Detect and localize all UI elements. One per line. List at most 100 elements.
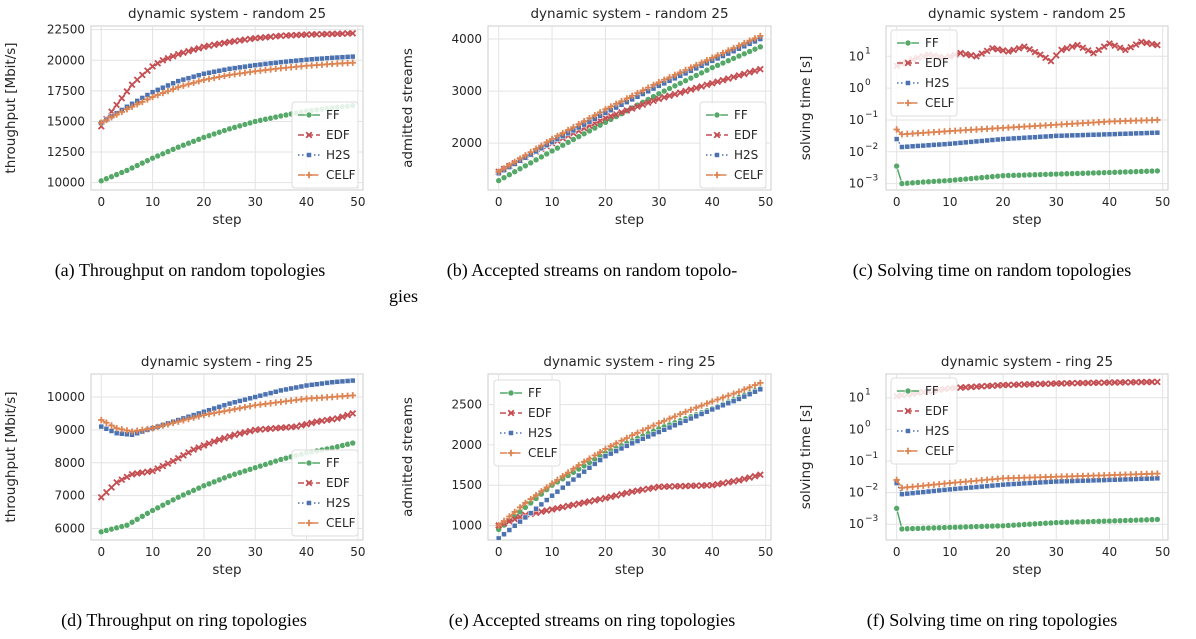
data-point (580, 130, 588, 138)
data-point (655, 419, 663, 427)
data-point (97, 493, 105, 501)
data-point (226, 433, 234, 440)
data-point (967, 51, 975, 59)
data-point (634, 89, 641, 97)
data-point (1064, 132, 1070, 139)
data-point (205, 42, 213, 50)
data-point (108, 483, 115, 491)
data-point (607, 493, 615, 501)
legend-marker (713, 131, 721, 139)
data-point (1000, 136, 1006, 142)
figure-caption: (c) Solving time on random topologies (853, 260, 1131, 281)
data-point (548, 480, 556, 487)
data-point (628, 488, 636, 496)
data-point (241, 404, 249, 411)
data-point (1005, 135, 1012, 142)
data-point (185, 47, 192, 55)
data-point (623, 489, 631, 497)
data-point (278, 387, 284, 394)
data-point (1100, 379, 1108, 387)
data-point (979, 138, 985, 144)
data-point (1020, 43, 1028, 51)
legend-label-h2s: H2S (734, 148, 758, 162)
data-point (329, 379, 335, 385)
data-point (160, 84, 166, 91)
data-point (1096, 131, 1102, 138)
data-point (623, 107, 631, 114)
y-tick-exponent: −1 (865, 451, 878, 461)
data-point (1095, 46, 1103, 54)
x-tick-label: 40 (705, 195, 720, 209)
data-point (349, 410, 357, 417)
legend-marker (507, 449, 515, 457)
data-point (1042, 54, 1050, 62)
data-point (650, 484, 657, 492)
y-tick-label: 12500 (47, 145, 85, 159)
data-point (634, 487, 641, 495)
data-point (1069, 132, 1075, 139)
data-point (947, 141, 953, 147)
data-point (677, 420, 683, 426)
data-point (262, 391, 269, 398)
data-point (607, 103, 615, 110)
data-point (644, 485, 652, 493)
legend-label-celf: CELF (734, 168, 764, 182)
data-point (688, 415, 694, 422)
data-point (692, 84, 700, 92)
data-point (757, 43, 764, 51)
legend-marker (904, 59, 912, 67)
y-axis-label: solving time [s] (798, 405, 814, 510)
data-point (570, 123, 577, 131)
x-tick-label: 30 (651, 545, 666, 559)
data-point (920, 489, 926, 495)
data-point (931, 488, 937, 494)
data-point (730, 390, 737, 397)
data-point (200, 411, 208, 419)
data-point (527, 510, 534, 516)
data-point (344, 378, 351, 384)
chart-title: dynamic system - random 25 (530, 6, 728, 22)
data-point (899, 491, 905, 497)
figure-caption-continued: gies (389, 286, 418, 306)
data-point (216, 68, 223, 74)
data-point (602, 453, 609, 459)
legend-label-h2s: H2S (326, 496, 350, 510)
data-point (133, 515, 141, 523)
data-point (517, 518, 523, 525)
data-point (169, 419, 177, 427)
data-point (226, 406, 233, 414)
data-point (318, 417, 326, 425)
data-point (703, 57, 711, 64)
y-tick-exponent: −3 (865, 514, 878, 524)
data-point (1112, 131, 1118, 137)
x-tick-label: 40 (705, 545, 720, 559)
data-point (639, 427, 647, 434)
data-point (1052, 52, 1060, 59)
data-point (559, 141, 567, 149)
data-point (1090, 131, 1097, 138)
y-tick-label: 10 (849, 81, 864, 95)
data-point (968, 484, 974, 491)
series-h2s (495, 386, 764, 540)
y-tick-label: 20000 (47, 53, 85, 67)
data-point (506, 162, 513, 169)
data-point (159, 89, 167, 97)
data-point (231, 65, 238, 71)
data-point (303, 56, 310, 63)
data-point (133, 101, 141, 108)
x-tick-label: 50 (1155, 195, 1170, 209)
x-tick-label: 50 (350, 195, 365, 209)
data-point (195, 44, 203, 52)
legend-marker (904, 387, 912, 395)
data-point (1031, 380, 1039, 388)
data-point (596, 117, 604, 125)
data-point (962, 383, 970, 391)
data-point (522, 499, 529, 507)
data-point (1101, 131, 1107, 138)
data-point (618, 445, 625, 452)
legend-label-h2s: H2S (925, 76, 949, 90)
data-point (597, 457, 603, 463)
y-tick-label: 15000 (47, 114, 85, 128)
data-point (1106, 131, 1113, 138)
legend-box (890, 377, 958, 465)
